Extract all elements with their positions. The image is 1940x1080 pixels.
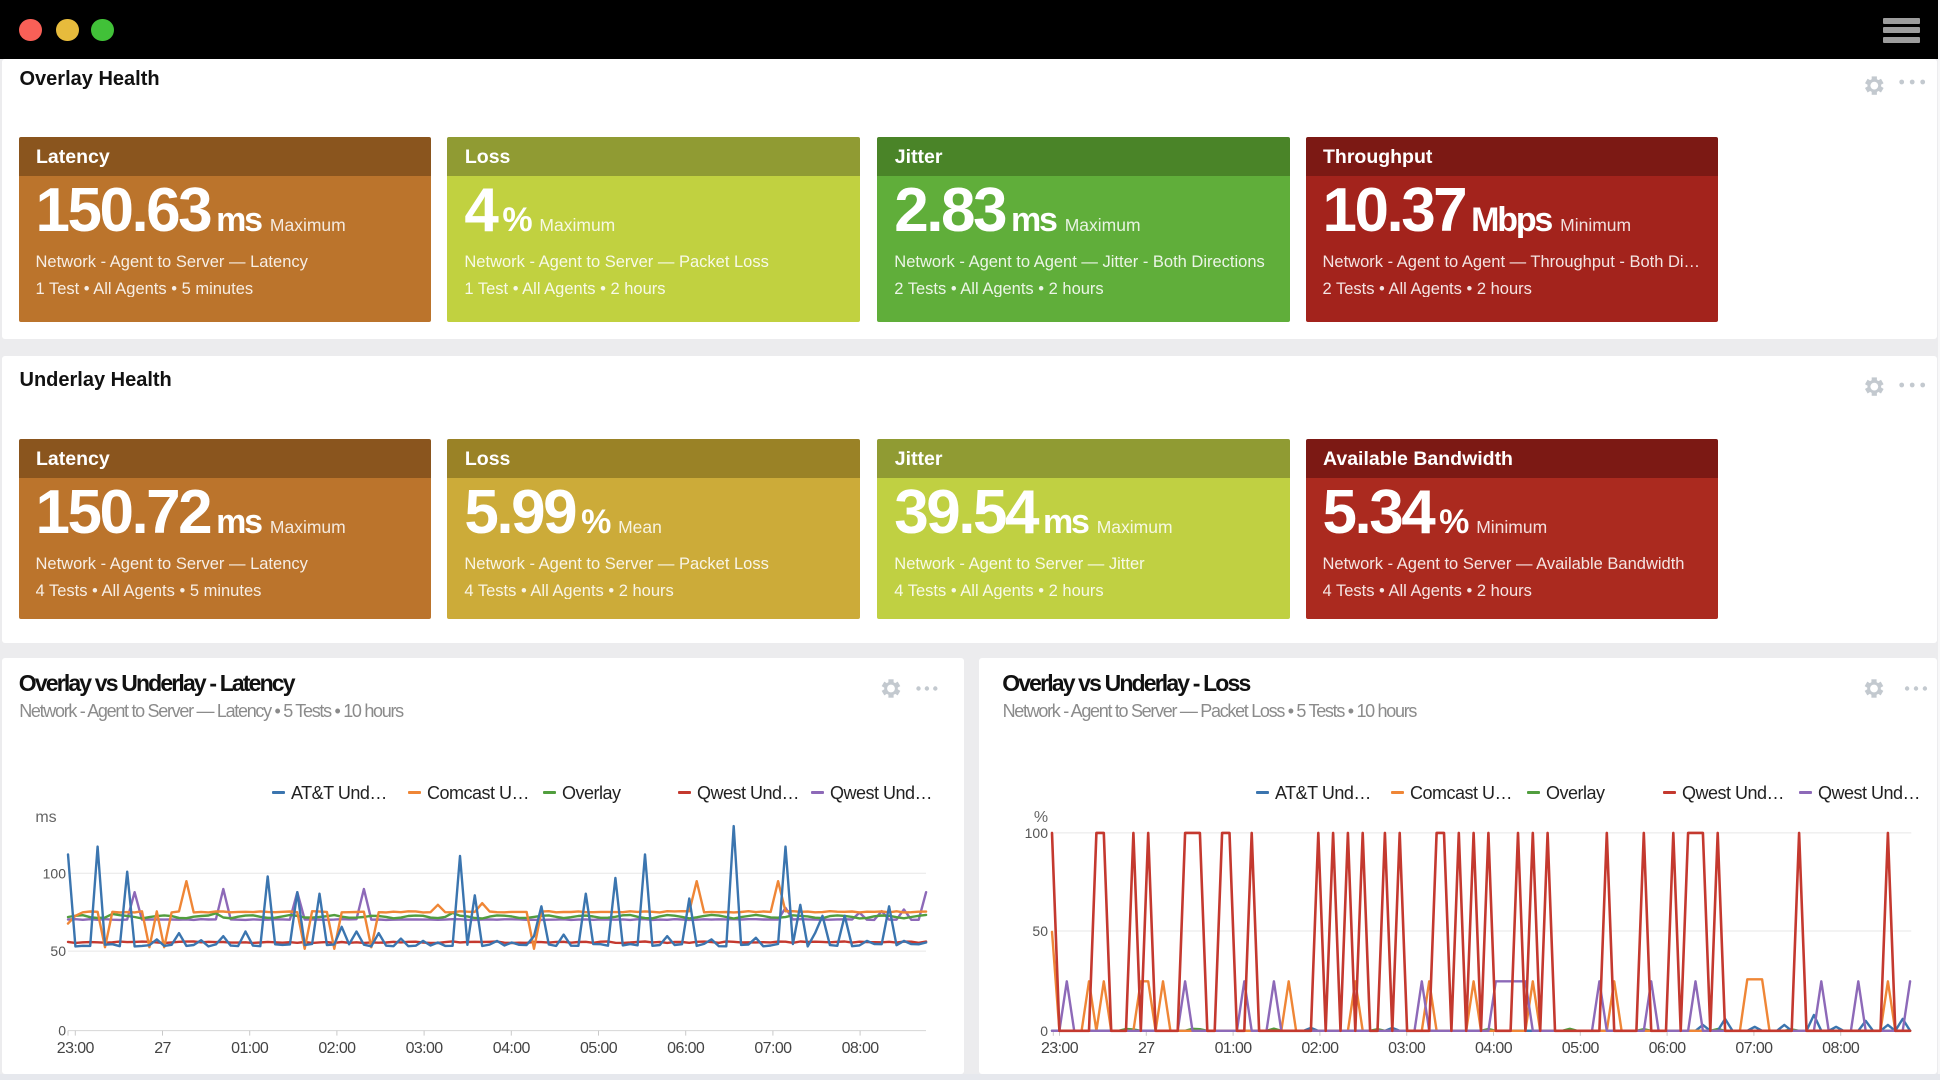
- svg-text:04:00: 04:00: [1475, 1040, 1513, 1057]
- svg-text:03:00: 03:00: [1388, 1040, 1426, 1057]
- svg-text:100: 100: [1025, 825, 1049, 841]
- svg-text:0: 0: [1040, 1023, 1048, 1039]
- svg-text:07:00: 07:00: [754, 1040, 792, 1057]
- svg-text:0: 0: [58, 1023, 66, 1039]
- svg-text:27: 27: [154, 1040, 171, 1057]
- svg-text:04:00: 04:00: [493, 1040, 531, 1057]
- svg-text:02:00: 02:00: [318, 1040, 356, 1057]
- svg-text:02:00: 02:00: [1301, 1040, 1339, 1057]
- svg-text:50: 50: [50, 943, 66, 959]
- svg-text:08:00: 08:00: [1822, 1040, 1860, 1057]
- svg-text:100: 100: [43, 865, 67, 881]
- svg-text:50: 50: [1032, 923, 1048, 939]
- svg-text:06:00: 06:00: [667, 1040, 705, 1057]
- svg-text:08:00: 08:00: [842, 1040, 880, 1057]
- svg-text:01:00: 01:00: [1215, 1040, 1253, 1057]
- svg-text:07:00: 07:00: [1735, 1040, 1773, 1057]
- svg-text:%: %: [1034, 809, 1048, 826]
- svg-text:23:00: 23:00: [1041, 1040, 1079, 1057]
- svg-text:05:00: 05:00: [580, 1040, 618, 1057]
- svg-text:27: 27: [1138, 1040, 1155, 1057]
- svg-text:06:00: 06:00: [1649, 1040, 1687, 1057]
- svg-text:03:00: 03:00: [406, 1040, 444, 1057]
- svg-text:ms: ms: [35, 809, 56, 826]
- svg-text:01:00: 01:00: [231, 1040, 269, 1057]
- svg-text:05:00: 05:00: [1562, 1040, 1600, 1057]
- svg-text:23:00: 23:00: [57, 1040, 95, 1057]
